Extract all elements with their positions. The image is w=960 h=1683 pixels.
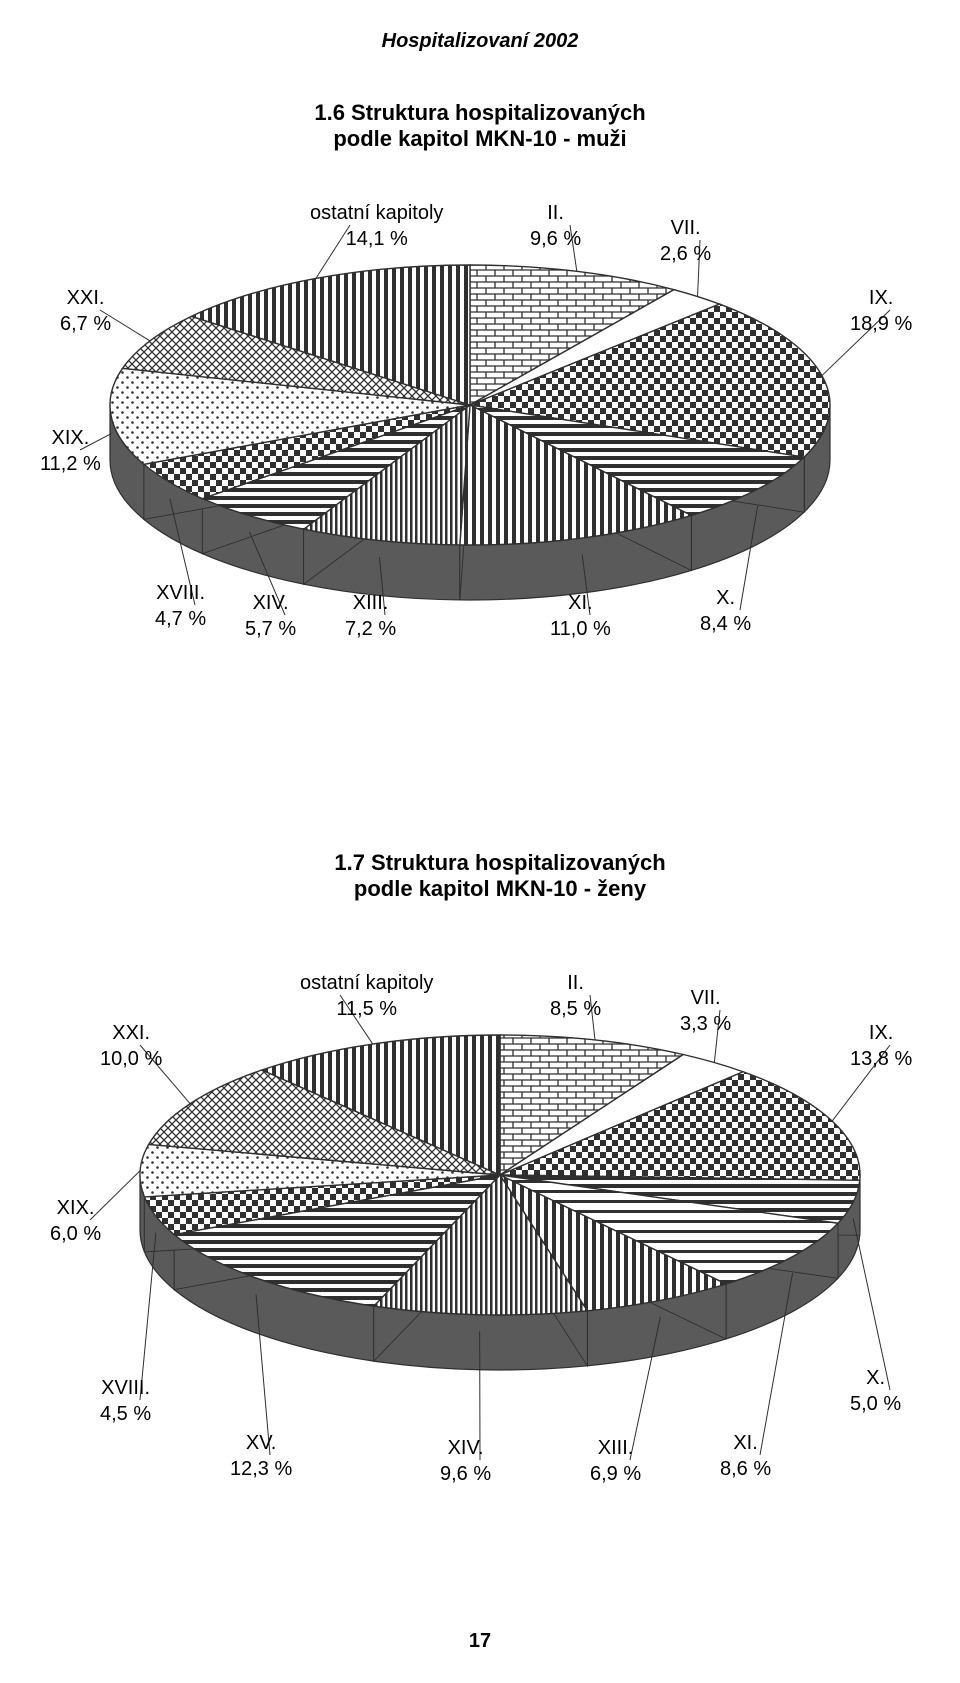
label-line2: 10,0 % (100, 1048, 162, 1070)
label-line2: 14,1 % (346, 228, 408, 250)
label-chart2-IX: IX. 13,8 % (850, 1020, 912, 1072)
label-chart1-II: II. 9,6 % (530, 200, 581, 252)
label-chart2-XIV: XIV. 9,6 % (440, 1435, 491, 1487)
label-line2: 6,0 % (50, 1223, 101, 1245)
label-line2: 18,9 % (850, 313, 912, 335)
label-line1: XIX. (57, 1197, 95, 1219)
label-line2: 2,6 % (660, 243, 711, 265)
label-line1: VII. (671, 217, 701, 239)
label-line2: 8,4 % (700, 613, 751, 635)
label-line2: 3,3 % (680, 1013, 731, 1035)
label-chart2-ost: ostatní kapitoly 11,5 % (300, 970, 433, 1022)
label-line1: ostatní kapitoly (300, 972, 433, 994)
label-chart2-XV: XV. 12,3 % (230, 1430, 292, 1482)
label-line1: XV. (246, 1432, 276, 1454)
label-chart1-XIV: XIV. 5,7 % (245, 590, 296, 642)
label-chart2-XXI: XXI. 10,0 % (100, 1020, 162, 1072)
label-line2: 9,6 % (440, 1463, 491, 1485)
label-line1: ostatní kapitoly (310, 202, 443, 224)
label-line1: IX. (869, 1022, 893, 1044)
label-chart2-XIX: XIX. 6,0 % (50, 1195, 101, 1247)
label-line2: 9,6 % (530, 228, 581, 250)
label-line1: XXI. (112, 1022, 150, 1044)
page-number: 17 (0, 1630, 960, 1653)
label-line1: XVIII. (156, 582, 205, 604)
label-line2: 6,9 % (590, 1463, 641, 1485)
label-chart1-IX: IX. 18,9 % (850, 285, 912, 337)
label-line2: 8,5 % (550, 998, 601, 1020)
label-line1: XIV. (253, 592, 289, 614)
label-chart1-XI: XI. 11,0 % (550, 590, 611, 642)
label-chart2-VII: VII. 3,3 % (680, 985, 731, 1037)
label-line2: 6,7 % (60, 313, 111, 335)
label-line1: II. (547, 202, 564, 224)
label-line1: XXI. (67, 287, 105, 309)
label-line1: X. (866, 1367, 885, 1389)
label-line1: X. (716, 587, 735, 609)
label-chart2-II: II. 8,5 % (550, 970, 601, 1022)
pie-svg (0, 0, 960, 1683)
label-line2: 4,5 % (100, 1403, 151, 1425)
label-line2: 11,5 % (336, 998, 397, 1020)
label-line2: 5,0 % (850, 1393, 901, 1415)
label-chart1-XXI: XXI. 6,7 % (60, 285, 111, 337)
label-chart1-X: X. 8,4 % (700, 585, 751, 637)
label-line1: II. (567, 972, 584, 994)
label-line2: 4,7 % (155, 608, 206, 630)
label-line2: 5,7 % (245, 618, 296, 640)
label-chart2-X: X. 5,0 % (850, 1365, 901, 1417)
label-chart1-XIX: XIX. 11,2 % (40, 425, 101, 477)
label-line1: XI. (733, 1432, 757, 1454)
label-chart2-XIII: XIII. 6,9 % (590, 1435, 641, 1487)
label-line1: XIII. (598, 1437, 634, 1459)
page: Hospitalizovaní 2002 1.6 Struktura hospi… (0, 0, 960, 1683)
label-line2: 7,2 % (345, 618, 396, 640)
label-chart1-XIII: XIII. 7,2 % (345, 590, 396, 642)
label-line1: IX. (869, 287, 893, 309)
label-line1: XIII. (353, 592, 389, 614)
label-chart1-VII: VII. 2,6 % (660, 215, 711, 267)
label-line1: VII. (691, 987, 721, 1009)
label-line1: XVIII. (101, 1377, 150, 1399)
label-line2: 12,3 % (230, 1458, 292, 1480)
label-chart2-XI: XI. 8,6 % (720, 1430, 771, 1482)
label-line1: XIV. (448, 1437, 484, 1459)
label-line2: 8,6 % (720, 1458, 771, 1480)
label-line1: XIX. (51, 427, 89, 449)
label-line2: 11,2 % (40, 453, 101, 475)
label-line2: 13,8 % (850, 1048, 912, 1070)
label-chart2-XVIII: XVIII. 4,5 % (100, 1375, 151, 1427)
label-line2: 11,0 % (550, 618, 611, 640)
label-line1: XI. (568, 592, 592, 614)
label-chart1-XVIII: XVIII. 4,7 % (155, 580, 206, 632)
label-chart1-ost: ostatní kapitoly 14,1 % (310, 200, 443, 252)
